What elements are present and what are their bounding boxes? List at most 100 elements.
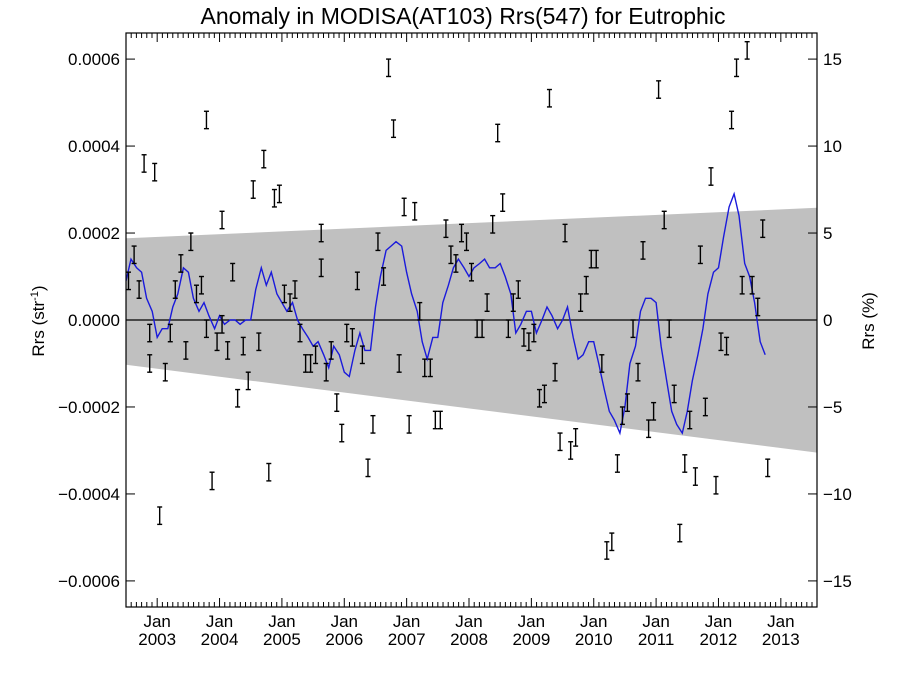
x-tick-label-month: Jan: [518, 612, 545, 631]
error-bar: [427, 358, 433, 378]
error-bar: [677, 523, 683, 543]
x-tick-label-month: Jan: [143, 612, 170, 631]
error-bar: [250, 180, 256, 199]
error-bar: [292, 280, 298, 299]
error-bar: [479, 319, 485, 339]
error-bar: [328, 341, 334, 360]
error-bar: [739, 275, 745, 295]
error-bar: [443, 219, 449, 239]
error-bar: [126, 271, 131, 291]
x-tick-label-year: 2006: [325, 630, 363, 649]
x-tick-label-month: Jan: [331, 612, 358, 631]
error-bar: [588, 249, 594, 269]
error-bar: [131, 245, 137, 265]
error-bar: [240, 336, 246, 356]
error-bar: [469, 262, 474, 282]
error-bar: [510, 293, 516, 313]
error-bar: [193, 284, 199, 304]
error-bar: [624, 393, 630, 413]
error-bar: [287, 293, 293, 313]
error-bar: [630, 319, 636, 339]
y-tick-label-left: −0.0006: [58, 572, 120, 591]
error-bar: [546, 88, 552, 108]
error-bar: [432, 410, 438, 430]
error-bar: [702, 397, 708, 417]
error-bar: [401, 197, 407, 217]
error-bar: [724, 336, 730, 356]
error-bar: [235, 388, 241, 408]
error-bar: [147, 354, 153, 373]
error-bar: [396, 354, 402, 373]
error-bar: [437, 410, 443, 430]
error-bar: [147, 323, 153, 343]
y-tick-label-left: −0.0002: [58, 398, 120, 417]
error-bar: [635, 362, 641, 382]
error-bar: [729, 110, 735, 130]
error-bar: [718, 332, 724, 352]
x-tick-label-year: 2008: [450, 630, 488, 649]
error-bar: [365, 458, 371, 478]
error-bar: [219, 314, 225, 334]
x-tick-label-year: 2005: [263, 630, 301, 649]
error-bar: [464, 232, 470, 252]
error-bar: [203, 110, 209, 130]
y-tick-label-left: 0.0002: [68, 224, 120, 243]
y-tick-label-right: −5: [823, 398, 842, 417]
x-tick-label-year: 2009: [512, 630, 550, 649]
error-bar: [157, 506, 163, 526]
error-bar: [308, 354, 314, 373]
error-bar: [661, 210, 667, 230]
error-bar: [422, 358, 428, 378]
error-bar: [178, 254, 184, 273]
error-bar: [172, 280, 178, 299]
error-bar: [323, 362, 329, 382]
error-bar: [536, 388, 542, 408]
x-tick-label-year: 2004: [201, 630, 239, 649]
x-tick-label-year: 2011: [638, 630, 675, 649]
error-bar: [453, 254, 459, 273]
error-bar: [359, 345, 365, 365]
error-bar: [666, 319, 672, 339]
error-bar: [552, 362, 558, 382]
error-bar: [765, 458, 771, 478]
error-bar: [334, 393, 340, 413]
y-axis-label-left: Rrs (str-1): [29, 285, 48, 356]
error-bar: [515, 280, 521, 299]
y-tick-label-right: 0: [823, 311, 832, 330]
error-bar: [687, 410, 693, 430]
y-tick-label-left: −0.0004: [58, 485, 120, 504]
error-bar: [557, 432, 563, 452]
y-tick-label-right: 10: [823, 137, 842, 156]
y-tick-label-left: 0.0006: [68, 50, 120, 69]
error-bar: [755, 297, 761, 317]
error-bar: [339, 423, 345, 443]
error-bar: [531, 323, 537, 343]
error-bar: [593, 249, 599, 269]
error-bar: [354, 271, 360, 291]
x-tick-label-year: 2012: [700, 630, 738, 649]
error-bar: [526, 332, 532, 352]
error-bar: [412, 201, 418, 221]
error-bar: [230, 262, 236, 282]
x-tick-label-year: 2003: [138, 630, 176, 649]
error-bar: [370, 414, 376, 434]
error-bar: [692, 467, 698, 486]
error-bar: [495, 123, 501, 143]
error-bar: [209, 471, 215, 491]
error-bar: [225, 341, 231, 360]
error-bar: [136, 280, 142, 299]
error-bar: [303, 354, 309, 373]
error-bar: [484, 293, 490, 313]
error-bar: [521, 327, 527, 347]
error-bar: [375, 232, 381, 252]
error-bar: [386, 58, 392, 78]
error-bar: [214, 332, 220, 352]
x-tick-label-month: Jan: [455, 612, 482, 631]
error-bar: [682, 454, 688, 473]
error-bar: [417, 301, 423, 321]
error-bar: [297, 323, 303, 343]
error-bar: [219, 210, 225, 230]
error-bar: [271, 188, 277, 208]
error-bar: [474, 319, 480, 339]
